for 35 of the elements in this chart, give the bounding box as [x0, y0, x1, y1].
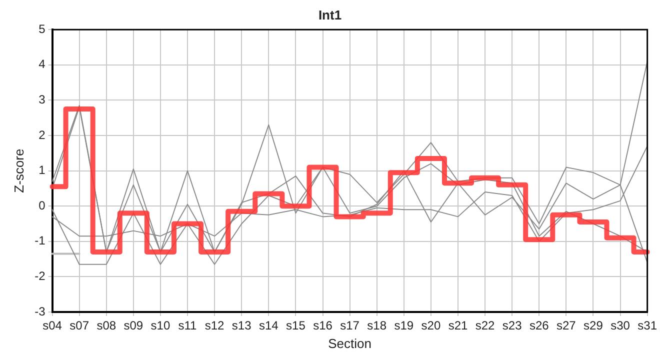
x-tick-label: s22: [475, 318, 496, 333]
x-tick-label: s08: [96, 318, 116, 333]
x-tick-label: s10: [150, 318, 170, 333]
x-tick-label: s17: [340, 318, 360, 333]
x-tick-label: s07: [70, 318, 90, 333]
x-tick-label: s27: [556, 318, 576, 333]
x-tick-label: s23: [502, 318, 522, 333]
x-tick-label: s19: [394, 318, 414, 333]
x-tick-label: s31: [638, 318, 658, 333]
x-tick-label: s18: [367, 318, 387, 333]
x-tick-label: s11: [178, 318, 198, 333]
x-tick-label: s04: [42, 318, 62, 333]
y-tick-label: 5: [38, 22, 46, 36]
x-tick-label: s13: [232, 318, 252, 333]
x-tick-label: s29: [584, 318, 604, 333]
y-tick-label: 1: [38, 163, 46, 178]
y-axis-title: Z-score: [11, 148, 26, 193]
x-tick-label: s26: [529, 318, 550, 333]
y-tick-label: 2: [38, 128, 46, 142]
x-tick-label: s16: [313, 318, 333, 333]
y-tick-label: 3: [38, 92, 46, 107]
x-tick-label: s21: [448, 318, 468, 333]
y-tick-label: 0: [38, 198, 46, 212]
y-tick-label: -1: [34, 234, 46, 248]
x-tick-label: s15: [286, 318, 306, 333]
y-tick-label: -2: [34, 269, 46, 284]
y-tick-label: -3: [34, 304, 46, 318]
chart-title: Int1: [318, 7, 342, 22]
x-tick-label: s14: [258, 318, 279, 333]
x-axis-title: Section: [328, 336, 372, 351]
x-tick-label: s20: [421, 318, 441, 333]
x-tick-label: s30: [610, 318, 630, 333]
y-tick-label: 4: [38, 57, 46, 72]
x-tick-label: s12: [204, 318, 225, 333]
x-tick-label: s09: [124, 318, 144, 333]
